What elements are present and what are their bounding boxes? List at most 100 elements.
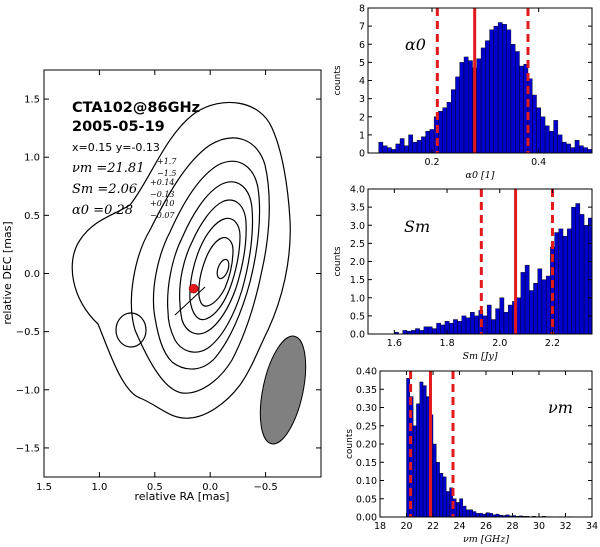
hist-bar xyxy=(468,60,473,154)
hist-bar xyxy=(472,511,477,518)
hist-bar xyxy=(462,505,467,518)
hist-bar xyxy=(587,149,593,154)
hist-bar xyxy=(516,297,522,335)
hist-bar xyxy=(442,107,448,154)
beam-ellipse xyxy=(259,335,307,445)
hist-ytick-label: 3 xyxy=(359,94,365,105)
histogram-alpha: 0.2 0.4 0 1 2 3 4 5 6 7 8 counts α0 [1] α0 xyxy=(333,4,593,181)
hist-bar xyxy=(515,51,520,154)
hist-ytick-label: 0.20 xyxy=(356,440,377,451)
hist-bar xyxy=(532,94,537,154)
contour-ytick-label: 0.5 xyxy=(24,211,40,222)
contour-level-3 xyxy=(152,160,261,370)
hist-ytick-label: 0.35 xyxy=(356,385,377,396)
hist-bar xyxy=(416,140,422,154)
hist-ytick-label: 7 xyxy=(359,22,365,33)
hist-bar xyxy=(480,47,486,154)
hist-bar xyxy=(557,134,563,154)
hist-xtick-label: 20 xyxy=(400,521,412,532)
hist-ytick-label: 0.40 xyxy=(356,367,377,378)
hist-bar xyxy=(432,328,437,335)
component-position-marker xyxy=(188,283,199,294)
hist-bar xyxy=(558,228,564,335)
hist-bar xyxy=(503,312,509,335)
contour-title-date: 2005-05-19 xyxy=(72,119,165,135)
hist-ytick-label: 0.5 xyxy=(350,311,365,322)
hist-xtick-label: 30 xyxy=(533,521,545,532)
hist-panel-label: νm xyxy=(548,398,573,417)
hist-ytick-label: 6 xyxy=(359,40,365,51)
hist-ytick-label: 0.00 xyxy=(356,513,377,524)
hist-bar xyxy=(479,513,483,518)
nu-value-text: νm =21.81 xyxy=(72,161,144,176)
hist-bar xyxy=(544,125,550,154)
hist-bar xyxy=(465,509,470,518)
hist-xtick-label: 34 xyxy=(586,521,598,532)
hist-ytick-label: 2 xyxy=(359,112,365,123)
hist-bar xyxy=(497,22,503,154)
hist-ytick-label: 0.0 xyxy=(350,330,365,341)
hist-bar xyxy=(455,76,460,154)
contour-level-7 xyxy=(198,237,234,307)
hist-bar xyxy=(425,131,431,154)
hist-xtick-label: 2.2 xyxy=(545,338,560,349)
contour-ytick-label: 1.0 xyxy=(24,153,40,164)
hist-ytick-label: 0.10 xyxy=(356,476,377,487)
hist-xlabel: α0 [1] xyxy=(466,170,495,181)
contour-xtick-label: 1.5 xyxy=(36,482,52,493)
hist-bar xyxy=(545,275,551,335)
contour-level-1 xyxy=(71,101,291,419)
hist-bar xyxy=(439,473,444,518)
position-text: x=0.15 y=-0.13 xyxy=(72,141,160,154)
hist-bar xyxy=(470,312,475,335)
hist-bar xyxy=(436,462,440,518)
hist-bar xyxy=(567,228,572,335)
hist-bar xyxy=(554,232,559,335)
hist-bar xyxy=(583,147,588,154)
hist-bar xyxy=(427,326,433,335)
s-upper-error: +0.14 xyxy=(150,178,175,187)
hist-bar xyxy=(476,58,482,154)
hist-bar xyxy=(541,279,547,335)
hist-bar xyxy=(489,513,493,518)
hist-bar xyxy=(571,206,576,335)
hist-bar xyxy=(575,203,581,335)
contour-ytick-label: −1.0 xyxy=(16,385,40,396)
hist-bar xyxy=(482,315,488,335)
hist-bar xyxy=(442,476,447,518)
hist-bar xyxy=(549,131,554,154)
hist-bar xyxy=(519,65,524,154)
hist-bar xyxy=(485,40,490,154)
hist-ytick-label: 0.05 xyxy=(356,494,377,505)
hist-bar xyxy=(570,147,576,154)
hist-ytick-label: 1.0 xyxy=(350,293,365,304)
hist-bar xyxy=(402,330,408,335)
hist-bar xyxy=(395,143,401,154)
contour-ytick-label: −1.5 xyxy=(16,443,40,454)
hist-bar xyxy=(574,140,580,154)
hist-bar xyxy=(489,29,495,154)
hist-bar xyxy=(416,403,420,518)
s-lower-error: −0.13 xyxy=(150,190,175,199)
hist-ytick-label: 3.0 xyxy=(350,221,365,232)
contour-xtick-label: 1.0 xyxy=(91,482,107,493)
contour-axis-ticks: 1.5 1.0 0.5 0.0 −0.5 1.5 1.0 0.5 0.0 −0.5 −1.0 −1.5 xyxy=(16,70,321,493)
hist-ytick-label: 1 xyxy=(359,130,365,141)
hist-xlabel: Sm [Jy] xyxy=(462,351,497,362)
hist-bar xyxy=(463,56,469,154)
hist-bar xyxy=(499,297,505,335)
hist-ytick-label: 2.5 xyxy=(350,239,365,250)
hist-xtick-label: 0.2 xyxy=(424,157,439,168)
hist-bar xyxy=(469,509,473,518)
hist-xtick-label: 1.6 xyxy=(387,338,402,349)
hist-ylabel: counts xyxy=(333,65,343,95)
hist-bar xyxy=(404,145,409,154)
contour-ytick-label: 1.5 xyxy=(24,95,40,106)
hist-ytick-label: 0.15 xyxy=(356,458,377,469)
contour-xtick-label: 0.5 xyxy=(147,482,163,493)
hist-bar xyxy=(440,324,446,335)
hist-bar xyxy=(502,24,507,154)
hist-ytick-label: 4.0 xyxy=(350,185,365,196)
hist-ytick-label: 2.0 xyxy=(350,257,365,268)
hist-panel-label: α0 xyxy=(405,35,426,54)
